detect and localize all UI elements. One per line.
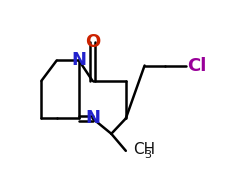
Text: CH: CH [133, 142, 155, 158]
Text: Cl: Cl [187, 57, 207, 74]
Text: 3: 3 [144, 150, 151, 160]
Text: N: N [71, 51, 86, 69]
Text: O: O [85, 33, 100, 51]
Text: N: N [85, 109, 100, 127]
